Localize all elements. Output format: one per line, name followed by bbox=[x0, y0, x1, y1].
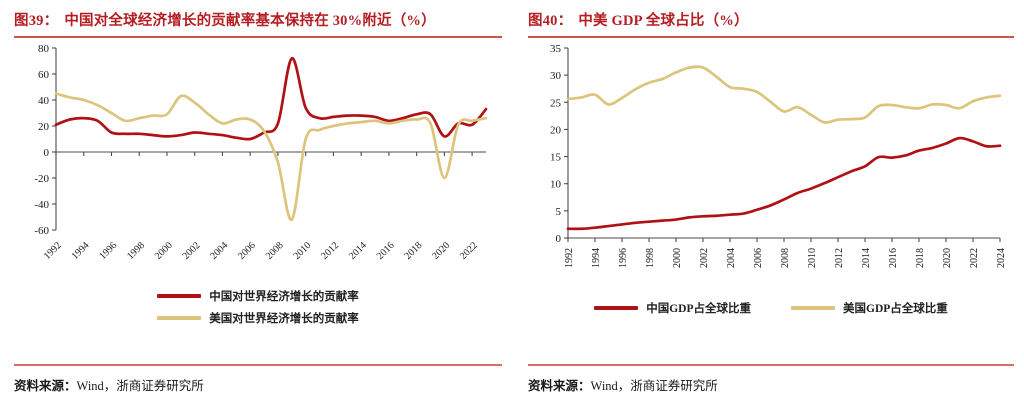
legend-swatch-gold bbox=[791, 306, 835, 310]
x-axis-tick-label: 2022 bbox=[969, 248, 980, 268]
figure-39-chart: -60 -40 -20 0 20 40 60 80 1992 1994 1996 1998 2000 20… bbox=[14, 38, 502, 288]
y-axis-tick-label: 20 bbox=[550, 124, 562, 136]
x-axis-tick-label: 2004 bbox=[726, 248, 737, 268]
figure-panel-39: 图39： 中国对全球经济增长的贡献率基本保持在 30%附近（%） -60 -40 -2… bbox=[14, 0, 502, 394]
y-axis-tick-label: -60 bbox=[34, 225, 49, 237]
x-axis-tick-label: 1998 bbox=[125, 240, 147, 262]
x-axis-tick-label: 2008 bbox=[264, 240, 286, 262]
legend-swatch-red bbox=[594, 306, 639, 310]
figure-39-title-text: 中国对全球经济增长的贡献率基本保持在 30%附近（%） bbox=[64, 13, 436, 29]
x-axis-tick-label: 2010 bbox=[292, 240, 314, 262]
x-axis-tick-label: 2010 bbox=[807, 248, 818, 268]
legend-swatch-gold bbox=[157, 316, 202, 320]
x-axis-tick-label: 1994 bbox=[70, 240, 92, 262]
x-axis-tick-label: 2014 bbox=[861, 248, 872, 268]
figure-40-chart: 0 5 10 15 20 25 30 35 1992 1994 1996 1998 2000 2002 20… bbox=[528, 38, 1014, 300]
x-axis-tick-label: 2002 bbox=[181, 240, 203, 262]
y-axis-tick-label: -40 bbox=[34, 199, 49, 211]
x-axis-tick-label: 2018 bbox=[403, 240, 425, 262]
y-axis-tick-label: 25 bbox=[550, 97, 562, 109]
x-axis-tick-label: 1996 bbox=[618, 248, 629, 268]
x-axis-tick-label: 2020 bbox=[430, 240, 452, 262]
legend-label-china-contribution: 中国对世界经济增长的贡献率 bbox=[209, 291, 359, 303]
figure-40-footer-rule bbox=[528, 364, 1014, 366]
legend-label-usa-contribution: 美国对世界经济增长的贡献率 bbox=[209, 313, 359, 325]
figure-40-number: 图40： bbox=[528, 13, 573, 29]
series-line-0 bbox=[54, 57, 488, 141]
x-axis-tick-label: 1992 bbox=[42, 240, 64, 262]
series-line-1 bbox=[566, 65, 1002, 124]
figure-40-title-rule bbox=[528, 36, 1014, 38]
figure-39-footer: 资料来源：Wind，浙商证券研究所 bbox=[14, 364, 502, 394]
legend-item-usa-contribution[interactable]: 美国对世界经济增长的贡献率 bbox=[157, 310, 359, 326]
y-axis-tick-label: -20 bbox=[34, 173, 49, 185]
legend-label-usa-gdp: 美国GDP占全球比重 bbox=[843, 303, 948, 315]
x-axis-tick-label: 2014 bbox=[347, 240, 369, 262]
figure-39-number: 图39： bbox=[14, 13, 59, 29]
y-axis-tick-label: 35 bbox=[550, 43, 562, 55]
series-line-1 bbox=[54, 92, 488, 221]
legend-item-china-contribution[interactable]: 中国对世界经济增长的贡献率 bbox=[157, 288, 359, 304]
figure-40-source-text: Wind，浙商证券研究所 bbox=[590, 379, 718, 393]
x-axis-tick-label: 2000 bbox=[672, 248, 683, 268]
y-axis-tick-label: 5 bbox=[556, 206, 562, 218]
y-axis-tick-label: 0 bbox=[556, 233, 562, 245]
figure-39-title: 图39： 中国对全球经济增长的贡献率基本保持在 30%附近（%） bbox=[14, 0, 502, 36]
y-axis-tick-label: 30 bbox=[550, 70, 562, 82]
figure-39-source-text: Wind，浙商证券研究所 bbox=[76, 379, 204, 393]
x-axis-tick-label: 2012 bbox=[319, 240, 341, 262]
x-axis-tick-label: 2016 bbox=[888, 248, 899, 268]
x-axis-tick-label: 2000 bbox=[153, 240, 175, 262]
x-axis-tick-label: 2024 bbox=[996, 248, 1007, 268]
figure-39-source: 资料来源：Wind，浙商证券研究所 bbox=[14, 366, 502, 394]
x-axis-tick-label: 2002 bbox=[699, 248, 710, 268]
x-axis-tick-label: 2018 bbox=[915, 248, 926, 268]
x-axis-tick-label: 2020 bbox=[942, 248, 953, 268]
y-axis-tick-label: 80 bbox=[38, 43, 50, 55]
y-axis-tick-label: 15 bbox=[550, 152, 562, 164]
figure-panel-40: 图40： 中美 GDP 全球占比（%） 0 5 10 15 20 25 30 35 1992 199… bbox=[512, 0, 1024, 402]
figure-40-source-label: 资料来源： bbox=[528, 379, 591, 393]
figure-40-footer: 资料来源：Wind，浙商证券研究所 bbox=[528, 364, 1014, 394]
x-axis-tick-label: 2008 bbox=[780, 248, 791, 268]
figure-40-source: 资料来源：Wind，浙商证券研究所 bbox=[528, 366, 1014, 394]
legend-item-china-gdp[interactable]: 中国GDP占全球比重 bbox=[594, 300, 751, 316]
x-axis-tick-label: 2012 bbox=[834, 248, 845, 268]
legend-swatch-red bbox=[157, 294, 202, 298]
series-line-0 bbox=[566, 136, 1002, 231]
figure-40-title-text: 中美 GDP 全球占比（%） bbox=[578, 13, 749, 29]
y-axis-tick-label: 0 bbox=[44, 147, 50, 159]
x-axis-tick-label: 2006 bbox=[753, 248, 764, 268]
y-axis-tick-label: 10 bbox=[550, 179, 562, 191]
x-axis-tick-label: 2022 bbox=[458, 240, 480, 262]
figure-40-legend: 中国GDP占全球比重 美国GDP占全球比重 bbox=[528, 300, 1014, 316]
x-axis-tick-label: 1998 bbox=[645, 248, 656, 268]
x-axis-tick-label: 1994 bbox=[591, 248, 602, 268]
legend-item-usa-gdp[interactable]: 美国GDP占全球比重 bbox=[791, 300, 948, 316]
figure-39-source-label: 资料来源： bbox=[14, 379, 77, 393]
figure-39-title-rule bbox=[14, 36, 502, 38]
figure-40-title: 图40： 中美 GDP 全球占比（%） bbox=[528, 0, 1014, 36]
x-axis-tick-label: 1996 bbox=[97, 240, 119, 262]
figure-39-footer-rule bbox=[14, 364, 502, 366]
x-axis-tick-label: 1992 bbox=[564, 248, 575, 268]
x-axis-tick-label: 2006 bbox=[236, 240, 258, 262]
x-axis-tick-label: 2004 bbox=[208, 240, 230, 262]
figure-39-plot-svg: -60 -40 -20 0 20 40 60 80 1992 1994 1996 1998 2000 20… bbox=[34, 43, 488, 262]
y-axis-tick-label: 20 bbox=[38, 121, 50, 133]
figure-40-plot-svg: 0 5 10 15 20 25 30 35 1992 1994 1996 1998 2000 2002 20… bbox=[550, 43, 1007, 268]
figure-39-legend: 中国对世界经济增长的贡献率 美国对世界经济增长的贡献率 bbox=[14, 288, 502, 326]
legend-label-china-gdp: 中国GDP占全球比重 bbox=[646, 303, 751, 315]
y-axis-tick-label: 40 bbox=[38, 95, 50, 107]
x-axis-tick-label: 2016 bbox=[375, 240, 397, 262]
y-axis-tick-label: 60 bbox=[38, 69, 50, 81]
